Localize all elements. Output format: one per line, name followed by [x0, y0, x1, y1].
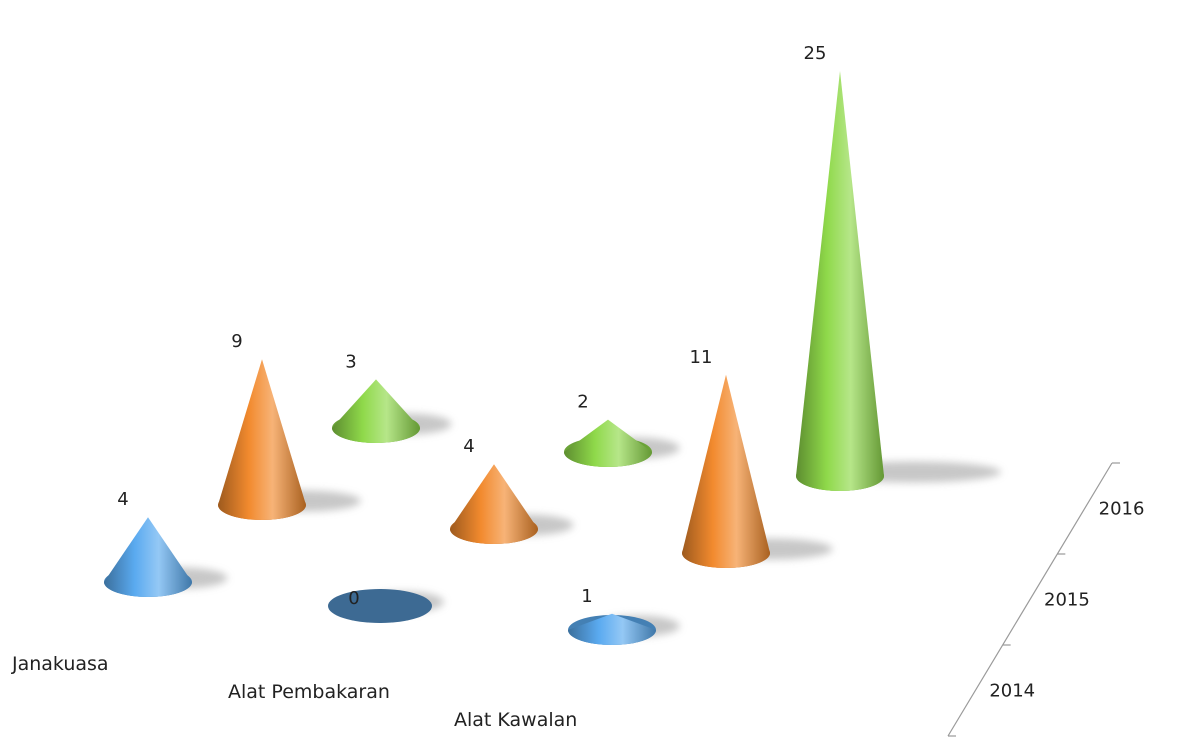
cone-2016-alat-kawalan [796, 71, 884, 491]
category-labels-layer: Janakuasa Alat Pembakaran Alat Kawalan [11, 653, 577, 731]
value-labels-layer: 3 2 25 9 4 11 4 0 1 [117, 43, 826, 609]
cone-2014-janakuasa [104, 517, 192, 597]
cone-2016-alat-pembakaran [564, 419, 652, 467]
value-label-2016-janakuasa: 3 [345, 351, 356, 372]
category-label-alat-kawalan: Alat Kawalan [454, 709, 577, 731]
value-label-2015-alat-kawalan: 11 [690, 347, 713, 368]
depth-axis-label-2015: 2015 [1044, 590, 1090, 611]
value-label-2016-alat-kawalan: 25 [804, 43, 827, 64]
cone-2016-janakuasa [332, 379, 420, 443]
value-label-2014-janakuasa: 4 [117, 489, 128, 510]
cone-2014-alat-pembakaran [328, 589, 432, 623]
category-label-alat-pembakaran: Alat Pembakaran [228, 681, 390, 703]
cone-2015-janakuasa [218, 359, 306, 520]
cones-layer [104, 71, 884, 645]
category-label-janakuasa: Janakuasa [11, 653, 109, 675]
cone-2014-alat-kawalan [568, 613, 656, 645]
value-label-2015-alat-pembakaran: 4 [463, 436, 474, 457]
value-label-2015-janakuasa: 9 [231, 331, 242, 352]
depth-axis: 2014 2015 2016 [947, 462, 1145, 737]
depth-axis-label-2014: 2014 [989, 681, 1035, 702]
value-label-2014-alat-pembakaran: 0 [348, 588, 359, 609]
depth-axis-line [947, 462, 1113, 737]
cone-2015-alat-pembakaran [450, 464, 538, 544]
cone-2015-alat-kawalan [682, 374, 770, 568]
depth-axis-label-2016: 2016 [1099, 499, 1145, 520]
value-label-2016-alat-pembakaran: 2 [577, 392, 588, 413]
value-label-2014-alat-kawalan: 1 [581, 586, 592, 607]
